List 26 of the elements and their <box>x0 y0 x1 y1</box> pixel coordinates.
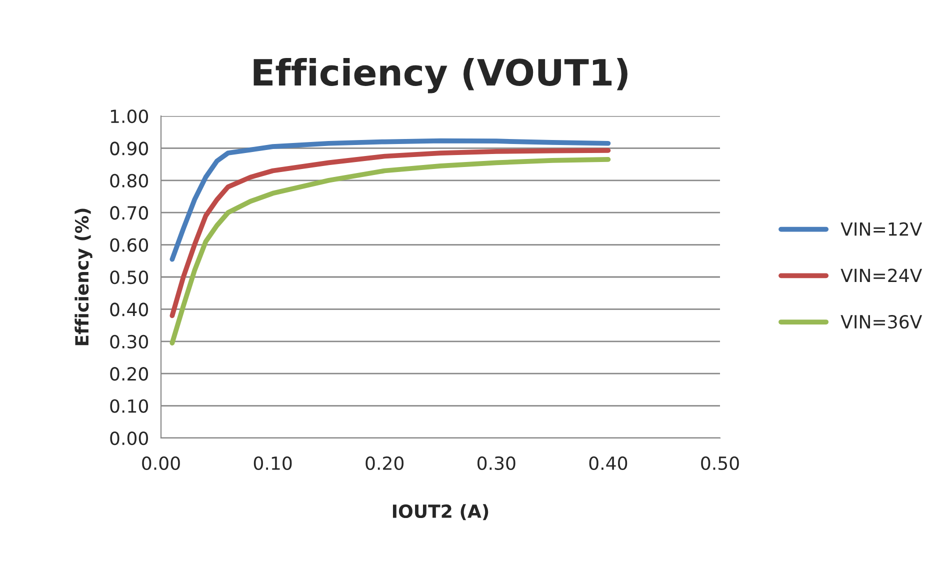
line-series <box>170 157 611 346</box>
y-tick-label: 0.00 <box>110 431 148 446</box>
legend-label: VIN=24V <box>840 268 922 282</box>
y-tick-label: 0.50 <box>110 270 148 284</box>
y-tick-label: 0.30 <box>110 334 148 349</box>
y-tick-label: 0.20 <box>110 367 148 381</box>
y-tick-label: 0.80 <box>110 174 148 188</box>
x-axis-title: IOUT2 (A) <box>392 504 488 520</box>
y-tick-label: 0.90 <box>110 142 148 156</box>
y-tick-label: 0.40 <box>110 302 148 316</box>
line-series <box>170 148 611 318</box>
y-tick-label: 0.60 <box>110 238 148 252</box>
x-tick-label: 0.30 <box>477 456 516 470</box>
y-tick-label: 0.70 <box>110 206 148 220</box>
x-tick-label: 0.20 <box>366 456 404 470</box>
line-series <box>170 138 611 262</box>
y-tick-label: 0.10 <box>110 399 148 413</box>
legend-label: VIN=12V <box>840 222 922 236</box>
x-tick-label: 0.00 <box>142 456 180 470</box>
x-tick-label: 0.40 <box>589 456 628 470</box>
x-tick-label: 0.50 <box>701 456 739 470</box>
chart-title: Efficiency (VOUT1) <box>254 58 628 94</box>
y-axis-title: Efficiency (%) <box>74 208 92 346</box>
x-tick-label: 0.10 <box>254 456 292 470</box>
legend-label: VIN=36V <box>840 314 922 329</box>
y-tick-label: 1.00 <box>110 109 148 124</box>
